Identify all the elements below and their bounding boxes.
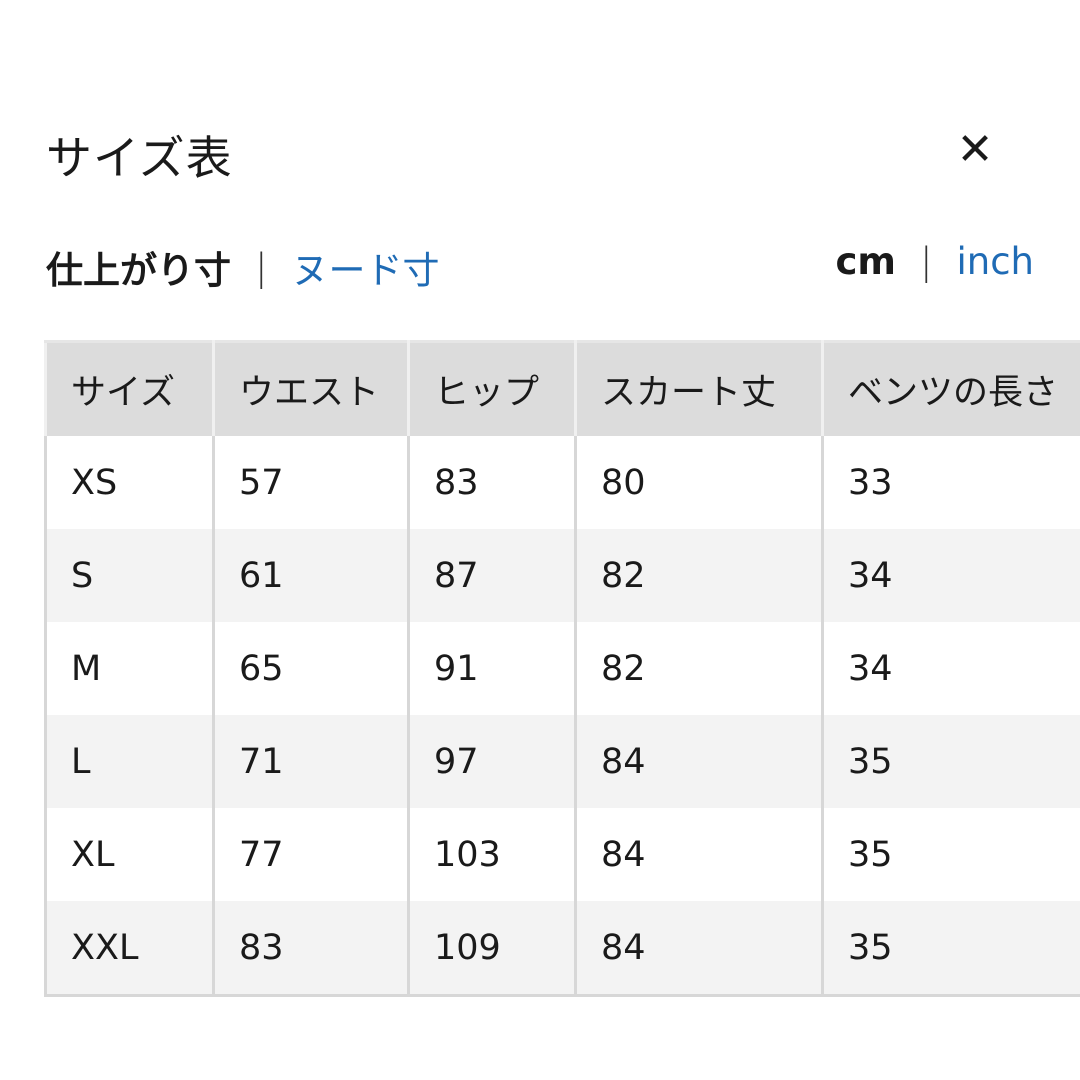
table-cell: M [44,622,215,715]
table-cell: 35 [821,901,1080,997]
tab-body-size[interactable]: ヌード寸 [291,249,440,292]
table-header-row: サイズ ウエスト ヒップ スカート丈 ベンツの長さ [44,340,1080,436]
table-cell: 35 [821,715,1080,808]
table-cell: S [44,529,215,622]
divider: | [255,245,268,289]
table-cell: 84 [574,808,824,901]
table-row: L 71 97 84 35 [44,715,1080,808]
table-row: M 65 91 82 34 [44,622,1080,715]
table-cell: 57 [212,436,410,529]
column-header: ウエスト [212,340,410,436]
divider: | [920,240,933,283]
table-cell: 61 [212,529,410,622]
table-cell: L [44,715,215,808]
table-cell: 77 [212,808,410,901]
table-cell: 84 [574,901,824,997]
table-cell: 82 [574,529,824,622]
table-cell: 33 [821,436,1080,529]
table-cell: 83 [212,901,410,997]
table-cell: XL [44,808,215,901]
unit-cm[interactable]: cm [835,240,897,283]
table-cell: 65 [212,622,410,715]
table-row: XS 57 83 80 33 [44,436,1080,529]
table-cell: 97 [407,715,577,808]
unit-inch[interactable]: inch [956,240,1034,283]
table-cell: 34 [821,529,1080,622]
table-cell: 109 [407,901,577,997]
table-row: XL 77 103 84 35 [44,808,1080,901]
table-cell: 71 [212,715,410,808]
tab-finished-size[interactable]: 仕上がり寸 [46,249,231,292]
table-row: S 61 87 82 34 [44,529,1080,622]
table-cell: 82 [574,622,824,715]
size-table: サイズ ウエスト ヒップ スカート丈 ベンツの長さ XS 57 83 80 33 S 61 87 82 3… [44,340,1080,997]
column-header: ベンツの長さ [821,340,1080,436]
table-cell: 84 [574,715,824,808]
close-icon[interactable]: ✕ [956,124,994,175]
column-header: ヒップ [407,340,577,436]
table-cell: 34 [821,622,1080,715]
table-cell: 80 [574,436,824,529]
table-cell: 91 [407,622,577,715]
table-cell: XS [44,436,215,529]
measurement-tabs: 仕上がり寸 | ヌード寸 [46,240,439,294]
table-row: XXL 83 109 84 35 [44,901,1080,997]
table-cell: 35 [821,808,1080,901]
page-title: サイズ表 [46,131,233,185]
table-cell: 87 [407,529,577,622]
size-table-container[interactable]: サイズ ウエスト ヒップ スカート丈 ベンツの長さ XS 57 83 80 33 S 61 87 82 3… [44,340,1080,997]
table-cell: XXL [44,901,215,997]
unit-toggle: cm | inch [836,240,1035,283]
column-header: サイズ [44,340,215,436]
table-cell: 83 [407,436,577,529]
column-header: スカート丈 [574,340,824,436]
table-cell: 103 [407,808,577,901]
